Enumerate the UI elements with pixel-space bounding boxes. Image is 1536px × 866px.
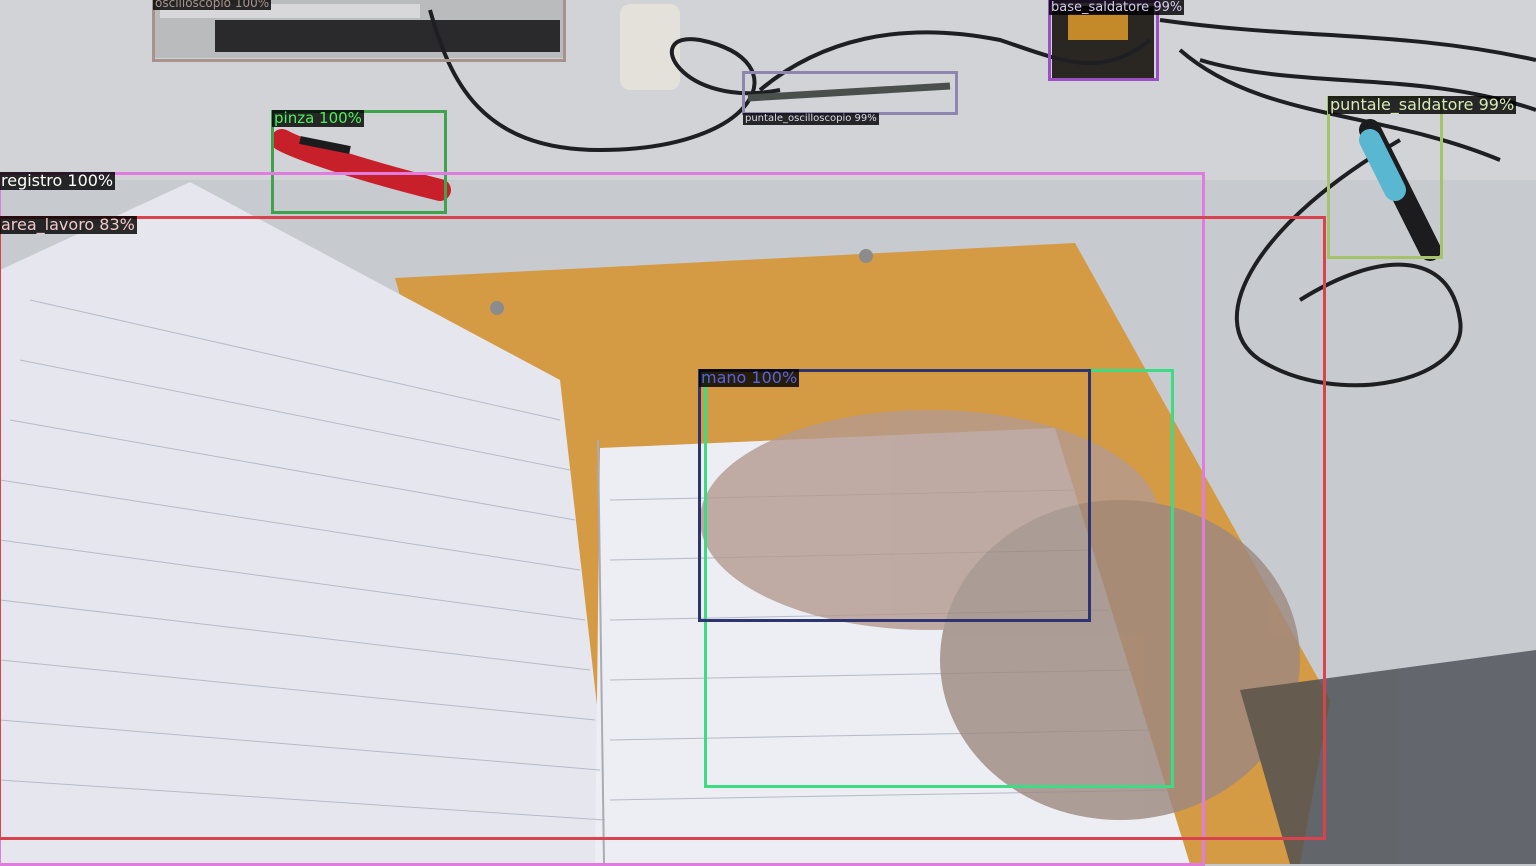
detection-label: pinza 100% bbox=[272, 109, 364, 127]
detection-base-saldatore: base_saldatore 99% bbox=[1048, 0, 1185, 81]
detection-label: base_saldatore 99% bbox=[1049, 0, 1185, 15]
board-peg bbox=[859, 249, 873, 263]
detection-mano: mano 100% bbox=[698, 369, 1091, 622]
detection-label: oscilloscopio 100% bbox=[153, 0, 272, 10]
detection-pinza: pinza 100% bbox=[271, 110, 447, 214]
detection-label: puntale_oscilloscopio 99% bbox=[743, 113, 879, 125]
detection-puntale-oscilloscopio: puntale_oscilloscopio 99% bbox=[742, 71, 958, 125]
detection-puntale-saldatore: puntale_saldatore 99% bbox=[1327, 96, 1517, 259]
board-peg bbox=[490, 301, 504, 315]
detection-label: registro 100% bbox=[0, 171, 116, 190]
detection-area-lavoro: area_lavoro 83% bbox=[0, 216, 1326, 840]
detection-label: area_lavoro 83% bbox=[0, 215, 137, 234]
hand bbox=[700, 410, 1536, 864]
pliers bbox=[271, 129, 451, 201]
probe-cable bbox=[747, 82, 951, 102]
remote-device bbox=[620, 4, 680, 90]
detection-label: puntale_saldatore 99% bbox=[1328, 95, 1517, 114]
detection-label: mano 100% bbox=[699, 368, 800, 387]
soldering-base bbox=[1052, 6, 1154, 78]
detection-oscilloscopio: oscilloscopio 100% bbox=[152, 0, 566, 62]
soldering-iron bbox=[1359, 119, 1441, 261]
